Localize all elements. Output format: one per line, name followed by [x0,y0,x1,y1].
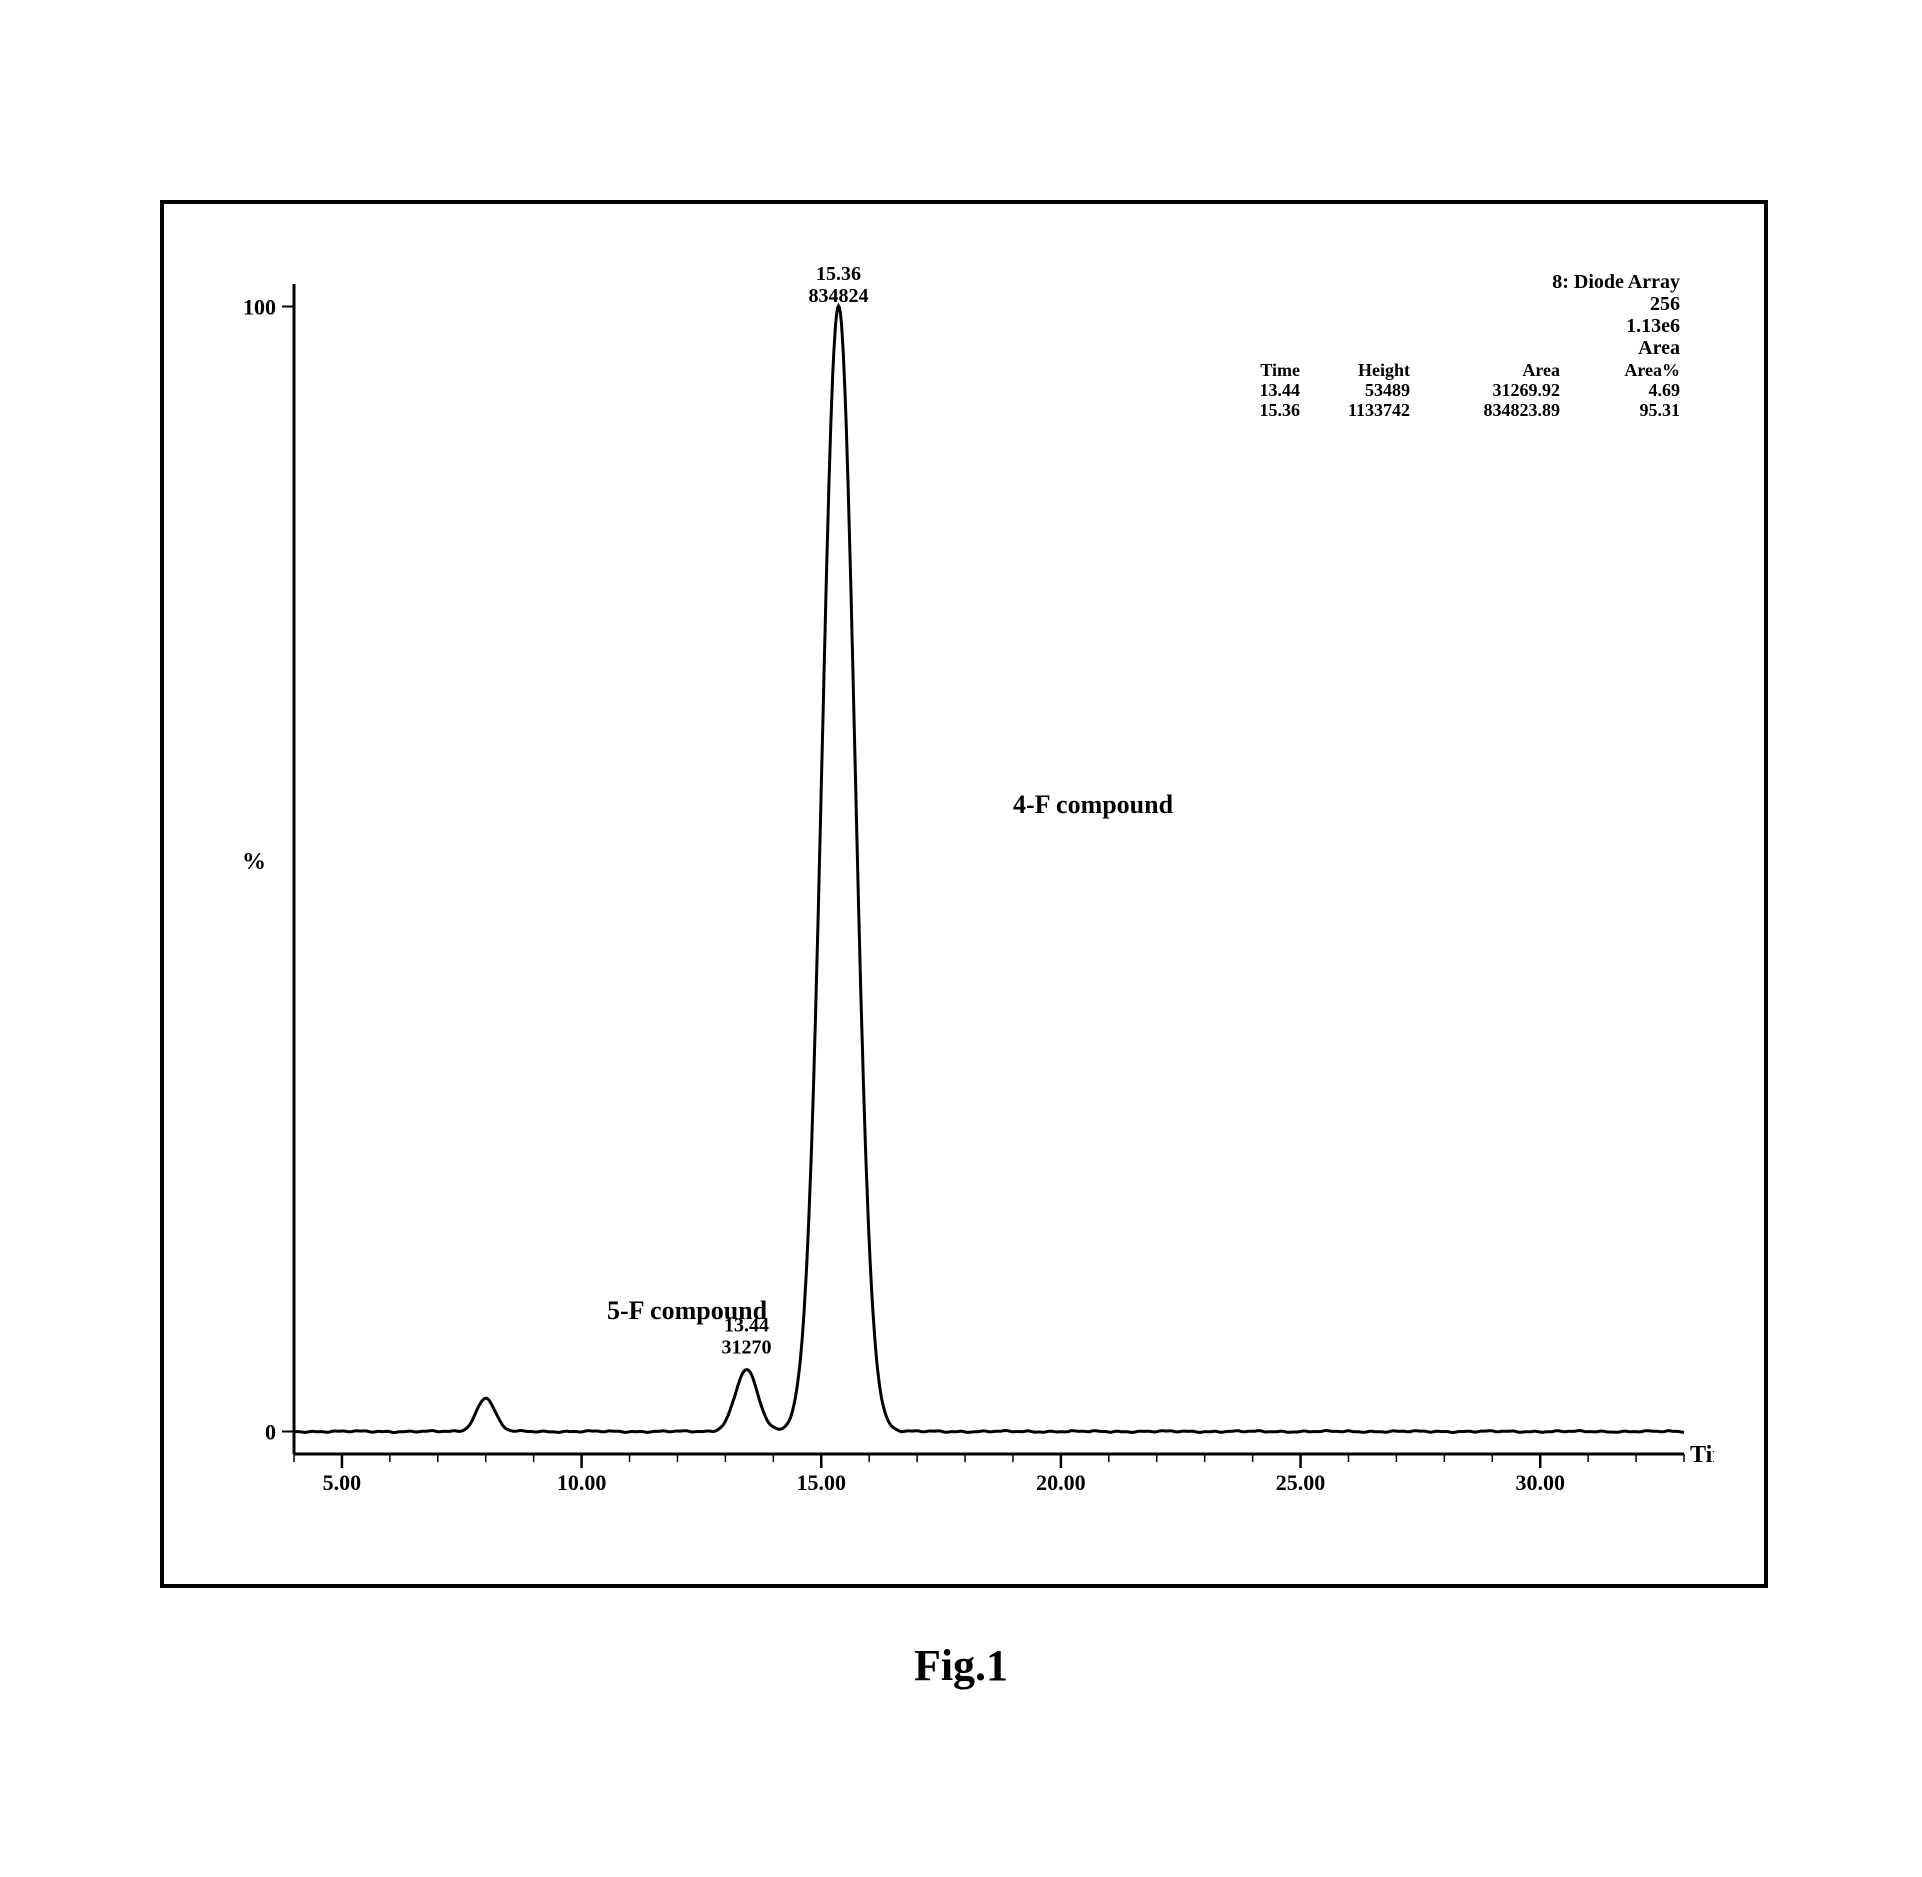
header-table-cell: 53489 [1365,380,1410,400]
header-table-cell: 834823.89 [1484,400,1561,420]
header-table-col: Area% [1624,360,1680,380]
header-line: 256 [1650,293,1680,315]
x-tick-label: 30.00 [1515,1470,1565,1495]
y-tick-label: 0 [265,1420,276,1445]
x-axis-label: Time [1690,1442,1714,1468]
peak-top-annotation: 834824 [808,285,868,307]
x-tick-label: 10.00 [557,1470,607,1495]
header-table-cell: 13.44 [1260,380,1301,400]
x-tick-label: 20.00 [1036,1470,1086,1495]
header-line: 8: Diode Array [1552,271,1680,293]
header-table-col: Time [1260,360,1300,380]
x-tick-label: 5.00 [323,1470,362,1495]
chromatogram-plot: 0100%5.0010.0015.0020.0025.0030.00Time13… [234,234,1714,1514]
chart-frame: 0100%5.0010.0015.0020.0025.0030.00Time13… [160,200,1768,1588]
chromatogram-trace [294,306,1684,1433]
page: 0100%5.0010.0015.0020.0025.0030.00Time13… [0,0,1922,1877]
plot-svg: 0100%5.0010.0015.0020.0025.0030.00Time13… [234,234,1714,1514]
y-axis-label: % [242,849,266,875]
figure-caption: Fig.1 [0,1640,1922,1691]
header-line: Area [1638,337,1680,359]
header-table-col: Area [1522,360,1560,380]
peak-top-annotation: 31270 [721,1337,771,1359]
x-tick-label: 25.00 [1276,1470,1326,1495]
header-table-col: Height [1358,360,1410,380]
header-table-cell: 15.36 [1260,400,1301,420]
peak-label: 5-F compound [607,1296,768,1325]
header-table-cell: 31269.92 [1493,380,1561,400]
y-tick-label: 100 [243,295,276,320]
header-table-cell: 95.31 [1640,400,1681,420]
header-table-cell: 4.69 [1649,380,1681,400]
header-table-cell: 1133742 [1348,400,1410,420]
peak-top-annotation: 15.36 [816,263,861,285]
x-tick-label: 15.00 [796,1470,846,1495]
peak-label: 4-F compound [1013,790,1174,819]
header-line: 1.13e6 [1626,315,1680,337]
